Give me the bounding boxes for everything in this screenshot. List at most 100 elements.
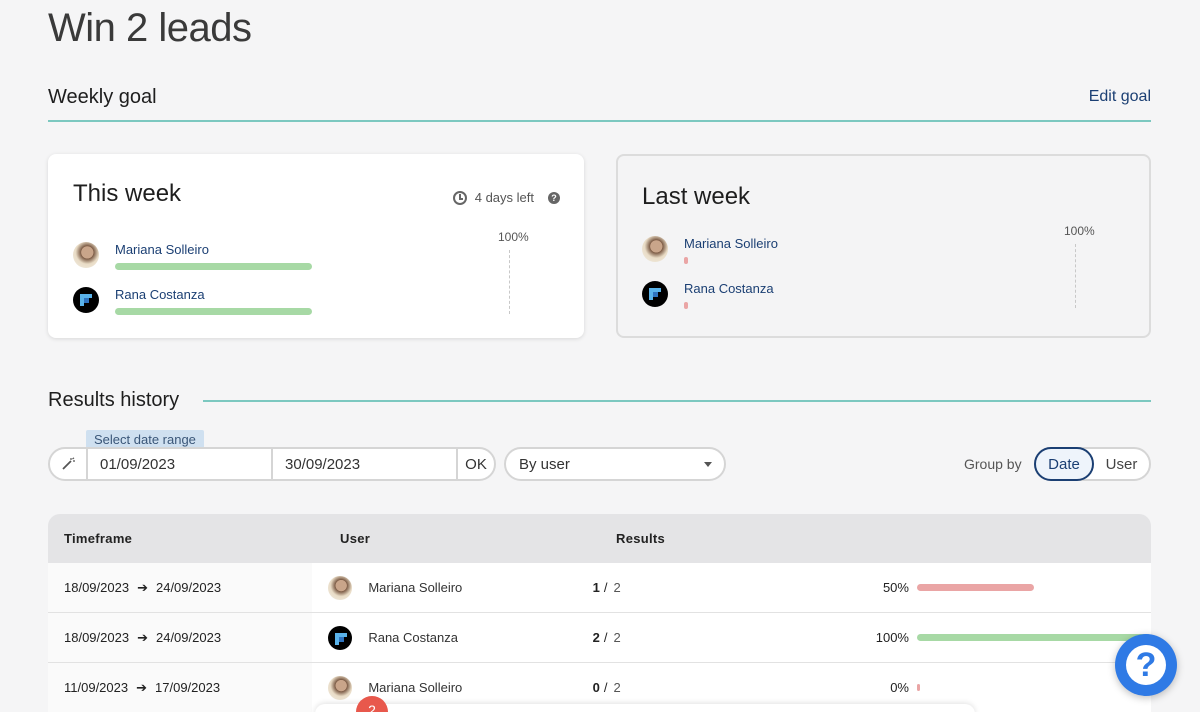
- progress-fill: [916, 684, 920, 691]
- progress-bar: [684, 257, 881, 264]
- progress-fill: [684, 257, 688, 264]
- question-icon: ?: [1126, 645, 1166, 685]
- column-header[interactable]: Timeframe: [64, 531, 133, 546]
- progress-bar: [115, 263, 312, 270]
- user-cell: Mariana Solleiro: [312, 663, 576, 712]
- group-by-label: Group by: [964, 456, 1022, 472]
- member-name[interactable]: Mariana Solleiro: [115, 242, 209, 257]
- member-name[interactable]: Rana Costanza: [115, 287, 205, 302]
- progress-cell: 100%: [841, 613, 1151, 662]
- table-row[interactable]: 11/09/2023 ➔ 17/09/2023 Mariana Solleiro…: [48, 663, 1151, 712]
- days-left-text: 4 days left: [474, 190, 534, 205]
- target-count: 2: [613, 580, 621, 595]
- date-range-picker: 01/09/2023 30/09/2023 OK: [48, 447, 496, 481]
- achieved-count: 2: [592, 630, 600, 645]
- progress-cell: 50%: [841, 563, 1151, 612]
- member-row: Rana Costanza: [642, 281, 881, 309]
- results-cell: 0/2: [592, 680, 621, 695]
- date-to-input[interactable]: 30/09/2023: [273, 449, 458, 479]
- table-row[interactable]: 18/09/2023 ➔ 24/09/2023 Mariana Solleiro…: [48, 563, 1151, 613]
- date-to: 24/09/2023: [155, 630, 222, 645]
- progress-fill: [684, 302, 688, 309]
- bottom-bar[interactable]: [315, 704, 975, 712]
- member-name[interactable]: Rana Costanza: [684, 281, 774, 296]
- percent-label: 100%: [875, 630, 909, 645]
- date-from: 18/09/2023: [64, 630, 130, 645]
- table-header: Timeframe User Results: [48, 514, 1151, 563]
- percent-label: 50%: [882, 580, 909, 595]
- max-percent-label: 100%: [1064, 224, 1095, 238]
- this-week-title: This week: [73, 180, 182, 207]
- progress-bar: [916, 684, 1151, 691]
- user-name: Mariana Solleiro: [368, 580, 463, 595]
- member-row: Rana Costanza: [73, 287, 312, 315]
- last-week-card: Last week 100% Mariana Solleiro Rana Cos…: [616, 154, 1151, 338]
- table-row[interactable]: 18/09/2023 ➔ 24/09/2023 Rana Costanza 2/…: [48, 613, 1151, 663]
- results-cell: 2/2: [592, 630, 621, 645]
- avatar: [328, 625, 353, 650]
- avatar: [328, 675, 353, 700]
- user-name: Rana Costanza: [368, 630, 458, 645]
- progress-fill: [115, 308, 312, 315]
- target-line: [1075, 244, 1076, 308]
- target-line: [509, 250, 510, 314]
- max-percent-label: 100%: [498, 230, 529, 244]
- date-from: 11/09/2023: [64, 680, 129, 695]
- arrow-right-icon: ➔: [137, 629, 148, 645]
- group-by-user-button[interactable]: User: [1105, 455, 1138, 473]
- progress-fill: [916, 584, 1034, 591]
- weekly-goal-title: Weekly goal: [48, 86, 157, 108]
- achieved-count: 1: [592, 580, 600, 595]
- member-row: Mariana Solleiro: [642, 236, 881, 264]
- user-cell: Rana Costanza: [312, 613, 576, 662]
- avatar: [642, 281, 668, 307]
- target-count: 2: [613, 680, 621, 695]
- clock-icon: [452, 190, 467, 205]
- avatar: [73, 242, 99, 268]
- user-name: Mariana Solleiro: [368, 680, 463, 695]
- page-title: Win 2 leads: [48, 6, 252, 50]
- date-range-tag: Select date range: [86, 430, 204, 449]
- days-left: 4 days left ?: [452, 190, 560, 205]
- progress-bar: [115, 308, 312, 315]
- help-icon[interactable]: ?: [548, 191, 560, 204]
- date-to: 17/09/2023: [155, 680, 221, 695]
- arrow-right-icon: ➔: [137, 579, 148, 595]
- notification-badge[interactable]: 2: [356, 696, 388, 712]
- magic-wand-icon[interactable]: [50, 449, 88, 479]
- edit-goal-link[interactable]: Edit goal: [1088, 88, 1151, 105]
- last-week-title: Last week: [642, 183, 751, 210]
- avatar: [328, 575, 353, 600]
- help-button[interactable]: ?: [1115, 634, 1177, 696]
- timeframe-cell: 11/09/2023 ➔ 17/09/2023: [48, 663, 313, 712]
- date-from-input[interactable]: 01/09/2023: [88, 449, 273, 479]
- timeframe-cell: 18/09/2023 ➔ 24/09/2023: [48, 613, 313, 662]
- progress-fill: [916, 634, 1151, 641]
- percent-label: 0%: [890, 680, 909, 695]
- achieved-count: 0: [592, 680, 600, 695]
- arrow-right-icon: ➔: [136, 679, 148, 695]
- progress-bar: [916, 584, 1151, 591]
- user-filter-value: By user: [519, 455, 570, 473]
- this-week-card: This week 4 days left ? 100% Mariana Sol…: [48, 154, 584, 338]
- avatar: [642, 236, 668, 262]
- date-ok-button[interactable]: OK: [465, 455, 487, 473]
- target-count: 2: [613, 630, 621, 645]
- member-row: Mariana Solleiro: [73, 242, 312, 270]
- group-by-date-button[interactable]: Date: [1034, 447, 1094, 481]
- progress-cell: 0%: [841, 663, 1151, 712]
- group-by-toggle: Date User: [1034, 447, 1151, 481]
- user-filter-select[interactable]: By user: [504, 447, 726, 481]
- results-table: Timeframe User Results 18/09/2023 ➔ 24/0…: [48, 514, 1151, 712]
- member-name[interactable]: Mariana Solleiro: [684, 236, 778, 251]
- progress-bar: [684, 302, 881, 309]
- date-to: 24/09/2023: [155, 580, 222, 595]
- date-from: 18/09/2023: [64, 580, 130, 595]
- user-cell: Mariana Solleiro: [312, 563, 576, 612]
- avatar: [73, 287, 99, 313]
- progress-bar: [916, 634, 1151, 641]
- timeframe-cell: 18/09/2023 ➔ 24/09/2023: [48, 563, 313, 612]
- column-header[interactable]: User: [340, 531, 371, 546]
- weekly-goal-header: Weekly goal Edit goal: [48, 86, 1151, 122]
- column-header[interactable]: Results: [616, 531, 666, 546]
